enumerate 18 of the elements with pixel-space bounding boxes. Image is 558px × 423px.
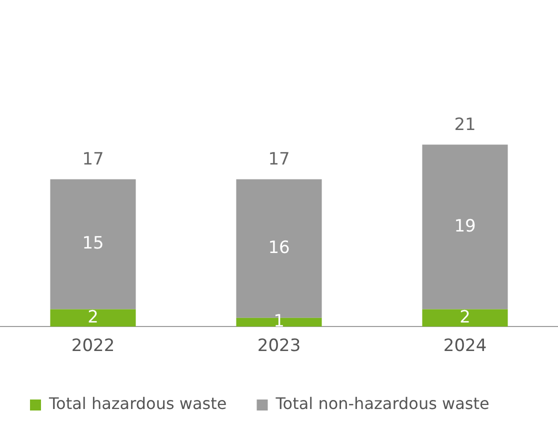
- x-tick-label: 2024: [443, 336, 487, 356]
- data-label: 1: [274, 312, 284, 332]
- data-label: 16: [268, 238, 290, 258]
- total-label: 21: [454, 115, 476, 136]
- total-label: 17: [268, 150, 290, 170]
- x-tick-label: 2022: [71, 336, 115, 356]
- x-tick-label: 2023: [257, 336, 301, 356]
- data-label: 15: [82, 234, 104, 254]
- legend-label: Total non-hazardous waste: [274, 394, 490, 414]
- data-label: 2: [88, 307, 98, 328]
- bar: [50, 179, 136, 310]
- legend-label: Total hazardous waste: [48, 394, 227, 414]
- data-label: 19: [454, 216, 476, 236]
- total-label: 17: [82, 150, 104, 170]
- bar: [422, 144, 508, 310]
- data-label: 2: [460, 307, 470, 328]
- bar: [422, 309, 508, 327]
- bar: [50, 309, 136, 327]
